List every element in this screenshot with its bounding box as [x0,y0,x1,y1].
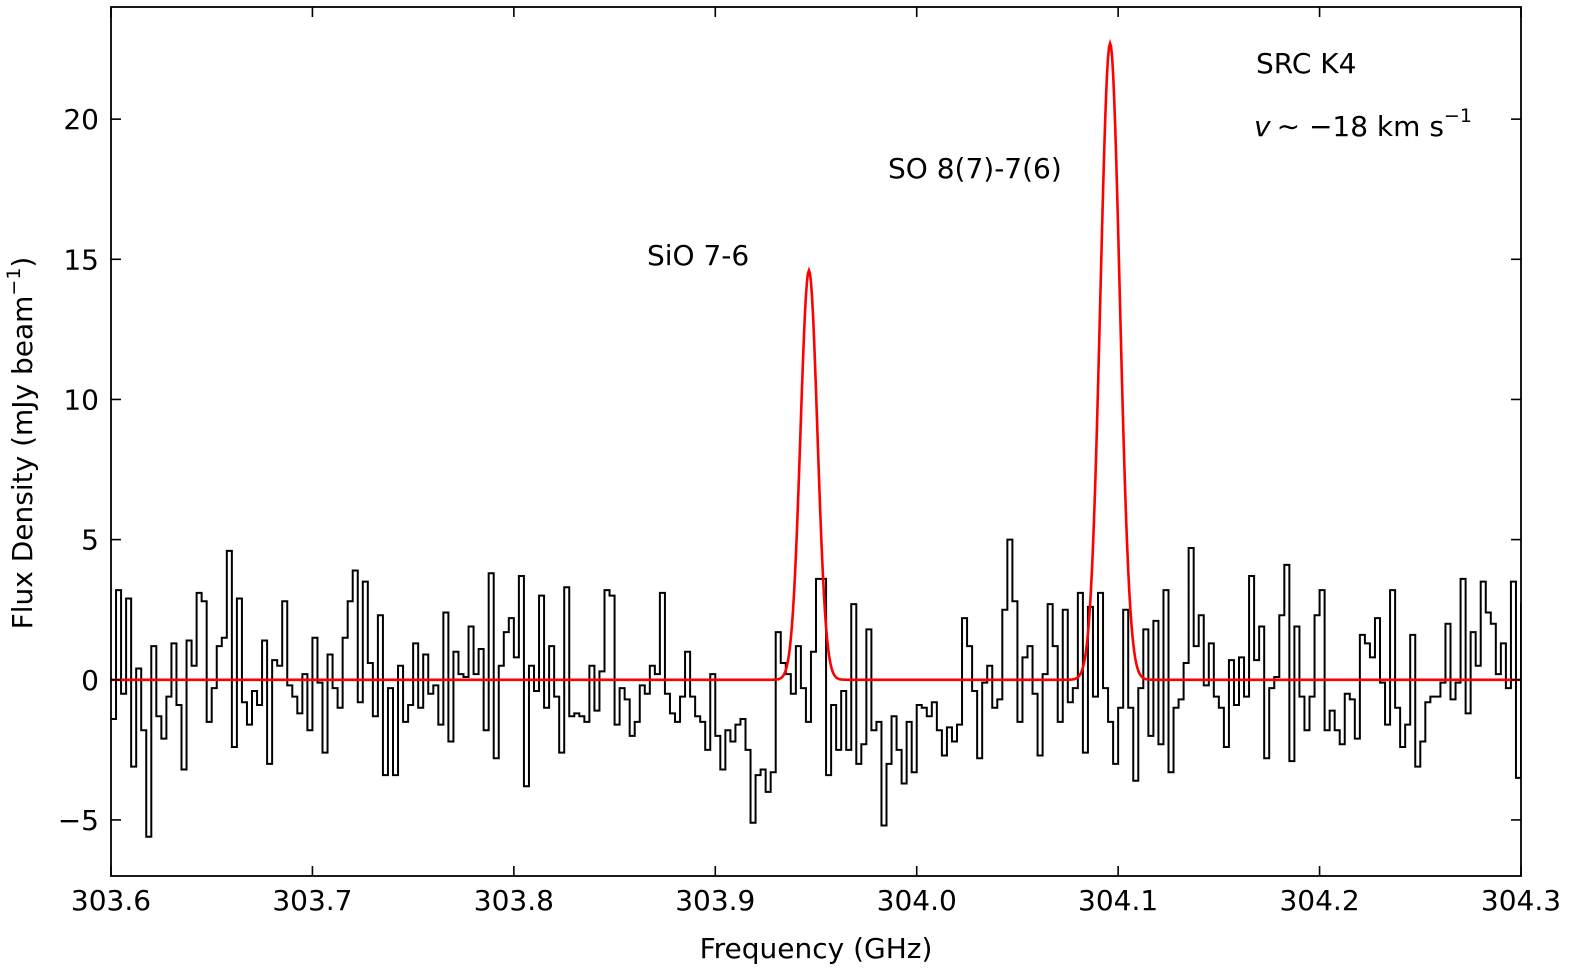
axis-ticks: 303.6 303.7 303.8 303.9 304.0 304.1 304.2 304.3… [58,7,1561,917]
gaussian-fit-line [111,38,1521,682]
x-tick-label: 304.2 [1279,884,1359,917]
line-label-so: SO 8(7)-7(6) [888,152,1062,185]
line-label-sio: SiO 7-6 [647,239,749,272]
spectrum-steps-line [111,538,1521,838]
plot-data-layer [111,38,1521,838]
x-tick-label: 304.0 [877,884,957,917]
y-tick-label: 5 [81,524,99,557]
x-tick-label: 304.1 [1078,884,1158,917]
velocity-label: v ∼ −18 km s−1 [1254,105,1472,143]
y-tick-label: −5 [58,804,99,837]
x-tick-label: 303.8 [474,884,554,917]
y-tick-label: 15 [63,243,99,276]
y-tick-label: 10 [63,383,99,416]
x-tick-label: 303.6 [71,884,151,917]
y-tick-label: 20 [63,103,99,136]
x-tick-label: 303.9 [675,884,755,917]
x-tick-label: 303.7 [272,884,352,917]
x-axis-label: Frequency (GHz) [700,932,933,965]
x-tick-label: 304.3 [1481,884,1561,917]
y-axis-label: Flux Density (mJy beam−1) [3,257,39,630]
plot-frame [110,6,1522,877]
source-label: SRC K4 [1256,47,1356,80]
y-tick-label: 0 [81,664,99,697]
